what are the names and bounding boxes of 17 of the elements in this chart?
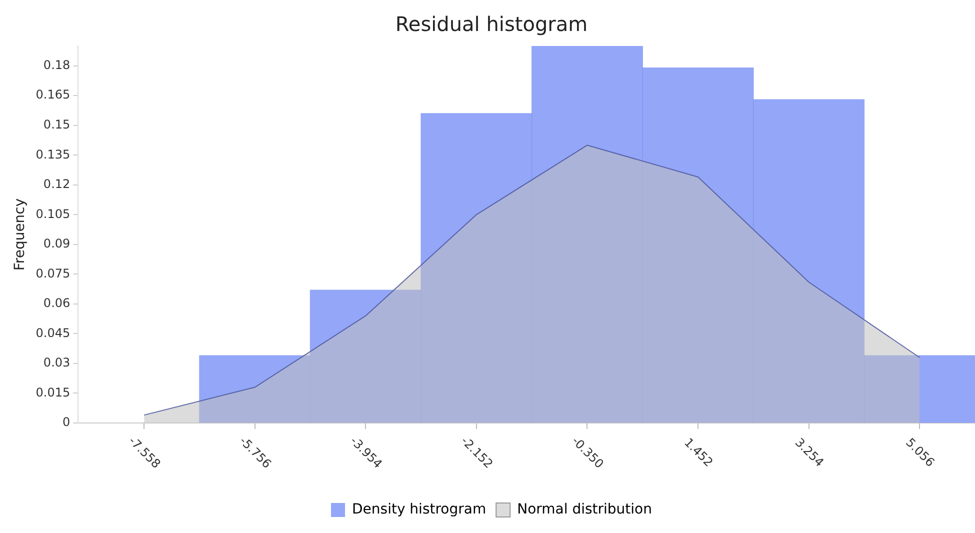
y-tick-label: 0.03 (43, 356, 70, 370)
chart-title: Residual histogram (395, 12, 588, 36)
legend-label: Normal distribution (517, 502, 652, 518)
y-tick-label: 0.135 (36, 147, 70, 162)
y-tick-label: 0.06 (43, 296, 70, 310)
y-tick-label: 0.09 (43, 236, 70, 251)
y-tick-label: 0.18 (43, 58, 70, 72)
y-tick-label: 0.015 (36, 385, 70, 400)
y-tick-label: 0.12 (43, 177, 70, 192)
y-tick-label: 0.15 (43, 117, 70, 132)
y-tick-label: 0.045 (36, 326, 70, 340)
y-tick-label: 0.165 (36, 88, 70, 102)
y-tick-label: 0.075 (36, 266, 70, 280)
legend-label: Density histrogram (352, 502, 486, 518)
y-tick-label: 0.105 (36, 206, 70, 221)
y-tick-label: 0 (62, 415, 70, 430)
y-axis-title: Frequency (12, 198, 28, 271)
